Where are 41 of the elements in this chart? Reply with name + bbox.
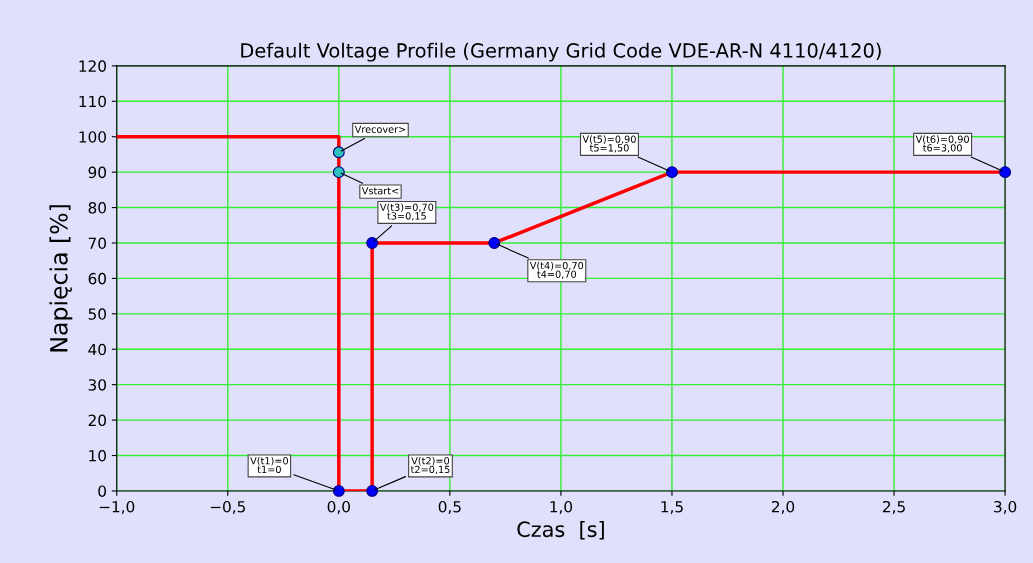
point (332, 485, 345, 497)
y-tick-label: 0 (98, 485, 106, 497)
y-tick-label: 20 (88, 414, 106, 427)
y-tick-label: 30 (88, 379, 106, 391)
y-tick-label: 50 (88, 308, 106, 320)
point (366, 237, 379, 249)
annotation: V(t1)=0 t1=0 (250, 456, 289, 474)
annotation: V(t2)=0 t2=0,15 (410, 456, 450, 475)
annotation: V(t6)=0,90 t6=3,00 (915, 135, 969, 153)
point (366, 485, 379, 497)
y-tick-label: 70 (88, 237, 106, 249)
y-tick-label: 100 (79, 131, 106, 143)
y-tick-label: 60 (88, 272, 106, 285)
y-tick-label: 80 (88, 202, 106, 214)
x-tick-label: 3,0 (994, 500, 1017, 515)
point (666, 166, 678, 179)
y-axis-title: Napięcia [%] (49, 205, 73, 352)
y-tick-label: 40 (88, 343, 106, 356)
x-tick-label: 1,0 (550, 500, 573, 515)
x-tick-label: −0,5 (210, 500, 245, 515)
y-tick-label: 120 (79, 60, 106, 72)
chart-title: Default Voltage Profile (Germany Grid Code VDE-AR-N 4110/4120) (241, 42, 881, 62)
x-tick-label: 0,5 (438, 500, 461, 515)
annotation: Vstart< (361, 187, 399, 195)
annotation: V(t5)=0,90 t5=1,50 (582, 135, 636, 153)
annotation: V(t3)=0,70 t3=0,15 (379, 203, 434, 221)
y-tick-label: 110 (79, 95, 106, 108)
annotation: Vrecover> (354, 125, 406, 133)
x-tick-label: 2,0 (771, 500, 795, 515)
x-tick-label: 0,0 (327, 500, 350, 515)
point (332, 146, 345, 159)
point (488, 237, 501, 249)
annotation: V(t4)=0,70 t4=0,70 (529, 261, 584, 279)
point (999, 166, 1012, 179)
x-tick-label: −1,0 (99, 500, 135, 515)
y-tick-label: 10 (89, 449, 106, 462)
x-tick-label: 2,5 (883, 500, 905, 515)
x-tick-label: 1,5 (661, 501, 683, 515)
point (332, 166, 345, 179)
y-tick-label: 90 (88, 166, 106, 179)
x-axis-title: Czas [s] (517, 521, 604, 540)
